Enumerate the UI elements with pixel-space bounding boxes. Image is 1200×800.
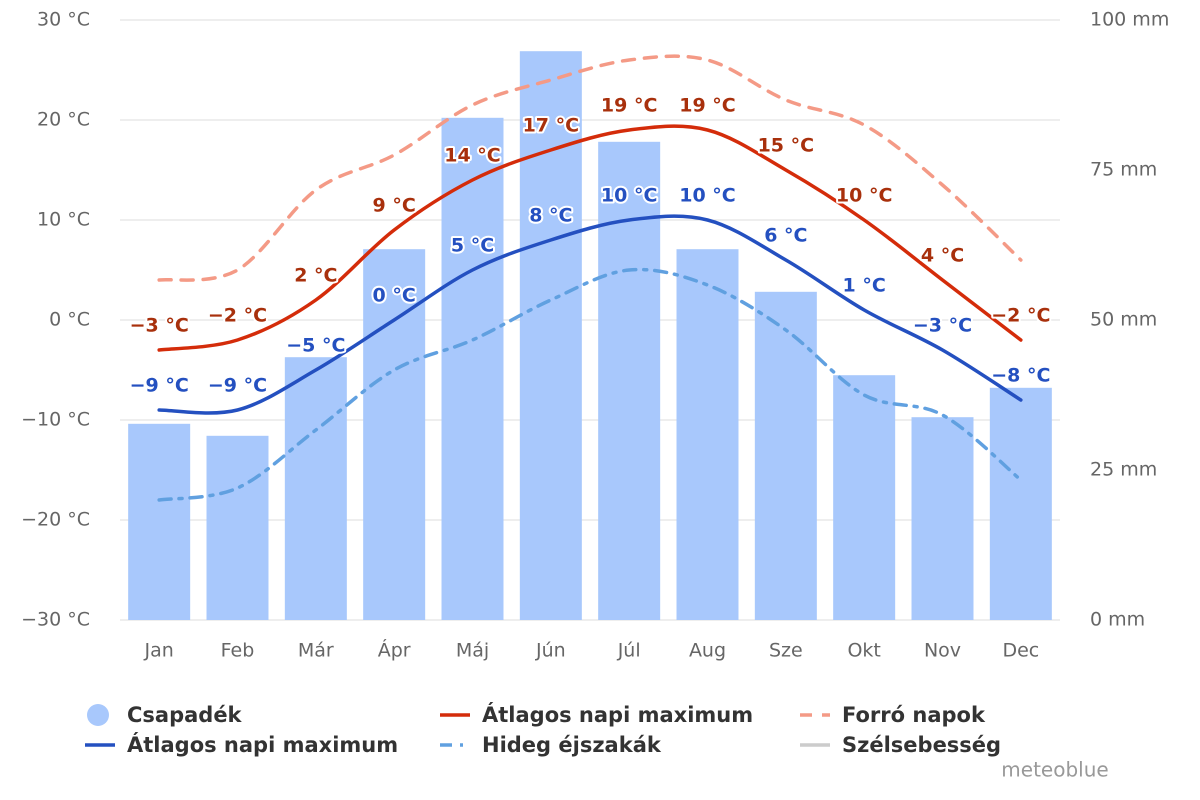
y-tick-label: 20 °C: [37, 109, 90, 131]
x-tick-label: Ápr: [378, 639, 411, 662]
data-label: 0 °C: [373, 285, 416, 307]
y2-tick-label: 0 mm: [1090, 609, 1145, 631]
data-label: 10 °C: [679, 185, 736, 207]
bar: [284, 357, 347, 620]
bar: [598, 141, 661, 621]
data-label: −9 °C: [208, 375, 267, 397]
x-tick-label: Már: [298, 640, 334, 662]
data-label: 10 °C: [601, 185, 658, 207]
x-tick-label: Feb: [221, 640, 255, 662]
x-tick-label: Máj: [456, 640, 489, 662]
y-tick-label: −10 °C: [21, 409, 90, 431]
y-tick-label: 30 °C: [37, 9, 90, 31]
data-label: 14 °C: [444, 145, 501, 167]
data-label: 19 °C: [679, 95, 736, 117]
x-tick-label: Jún: [535, 640, 566, 662]
y-tick-label: 0 °C: [49, 309, 90, 331]
legend-label: Forró napok: [842, 703, 986, 727]
legend-label: Átlagos napi maximum: [482, 702, 753, 727]
data-label: 1 °C: [843, 275, 886, 297]
data-label: 15 °C: [758, 135, 815, 157]
bar: [989, 387, 1052, 620]
line: [157, 214, 1023, 415]
bar: [128, 423, 191, 620]
data-label: 4 °C: [921, 245, 964, 267]
bar: [519, 51, 582, 620]
data-label: −5 °C: [286, 335, 345, 357]
y-tick-label: −30 °C: [21, 609, 90, 631]
bar: [363, 249, 426, 620]
y2-tick-label: 75 mm: [1090, 159, 1157, 181]
x-tick-label: Nov: [924, 640, 961, 662]
bar: [911, 417, 974, 620]
y2-tick-label: 25 mm: [1090, 459, 1157, 481]
x-tick-label: Aug: [689, 640, 726, 662]
data-label: −3 °C: [130, 315, 189, 337]
data-label: 9 °C: [373, 195, 416, 217]
legend-label: Csapadék: [127, 703, 243, 727]
legend-marker: [87, 704, 109, 726]
bar: [833, 375, 896, 620]
x-tick-label: Okt: [847, 640, 880, 662]
data-label: 5 °C: [451, 235, 494, 257]
data-label: 19 °C: [601, 95, 658, 117]
data-label: −3 °C: [913, 315, 972, 337]
x-tick-label: Júl: [617, 640, 641, 662]
bar: [441, 117, 504, 621]
credit: meteoblue: [1001, 758, 1108, 782]
x-tick-label: Dec: [1002, 640, 1039, 662]
legend-label: Hideg éjszakák: [482, 733, 662, 757]
line: [157, 124, 1023, 352]
x-tick-label: Sze: [769, 640, 803, 662]
y-tick-label: −20 °C: [21, 509, 90, 531]
data-label: 10 °C: [836, 185, 893, 207]
y2-tick-label: 50 mm: [1090, 309, 1157, 331]
legend-label: Átlagos napi maximum: [127, 732, 398, 757]
data-label: −2 °C: [208, 305, 267, 327]
data-label: −2 °C: [991, 305, 1050, 327]
data-label: 17 °C: [523, 115, 580, 137]
y2-tick-label: 100 mm: [1090, 9, 1169, 31]
data-label: −9 °C: [130, 375, 189, 397]
bar: [754, 291, 817, 620]
data-label: 6 °C: [764, 225, 807, 247]
y-tick-label: 10 °C: [37, 209, 90, 231]
line: [157, 54, 1023, 282]
x-tick-label: Jan: [144, 640, 174, 662]
data-label: −8 °C: [991, 365, 1050, 387]
bar: [676, 249, 739, 620]
legend-label: Szélsebesség: [842, 733, 1001, 757]
bar: [206, 435, 269, 620]
data-label: 2 °C: [294, 265, 337, 287]
data-label: 8 °C: [529, 205, 572, 227]
line: [157, 267, 1023, 502]
